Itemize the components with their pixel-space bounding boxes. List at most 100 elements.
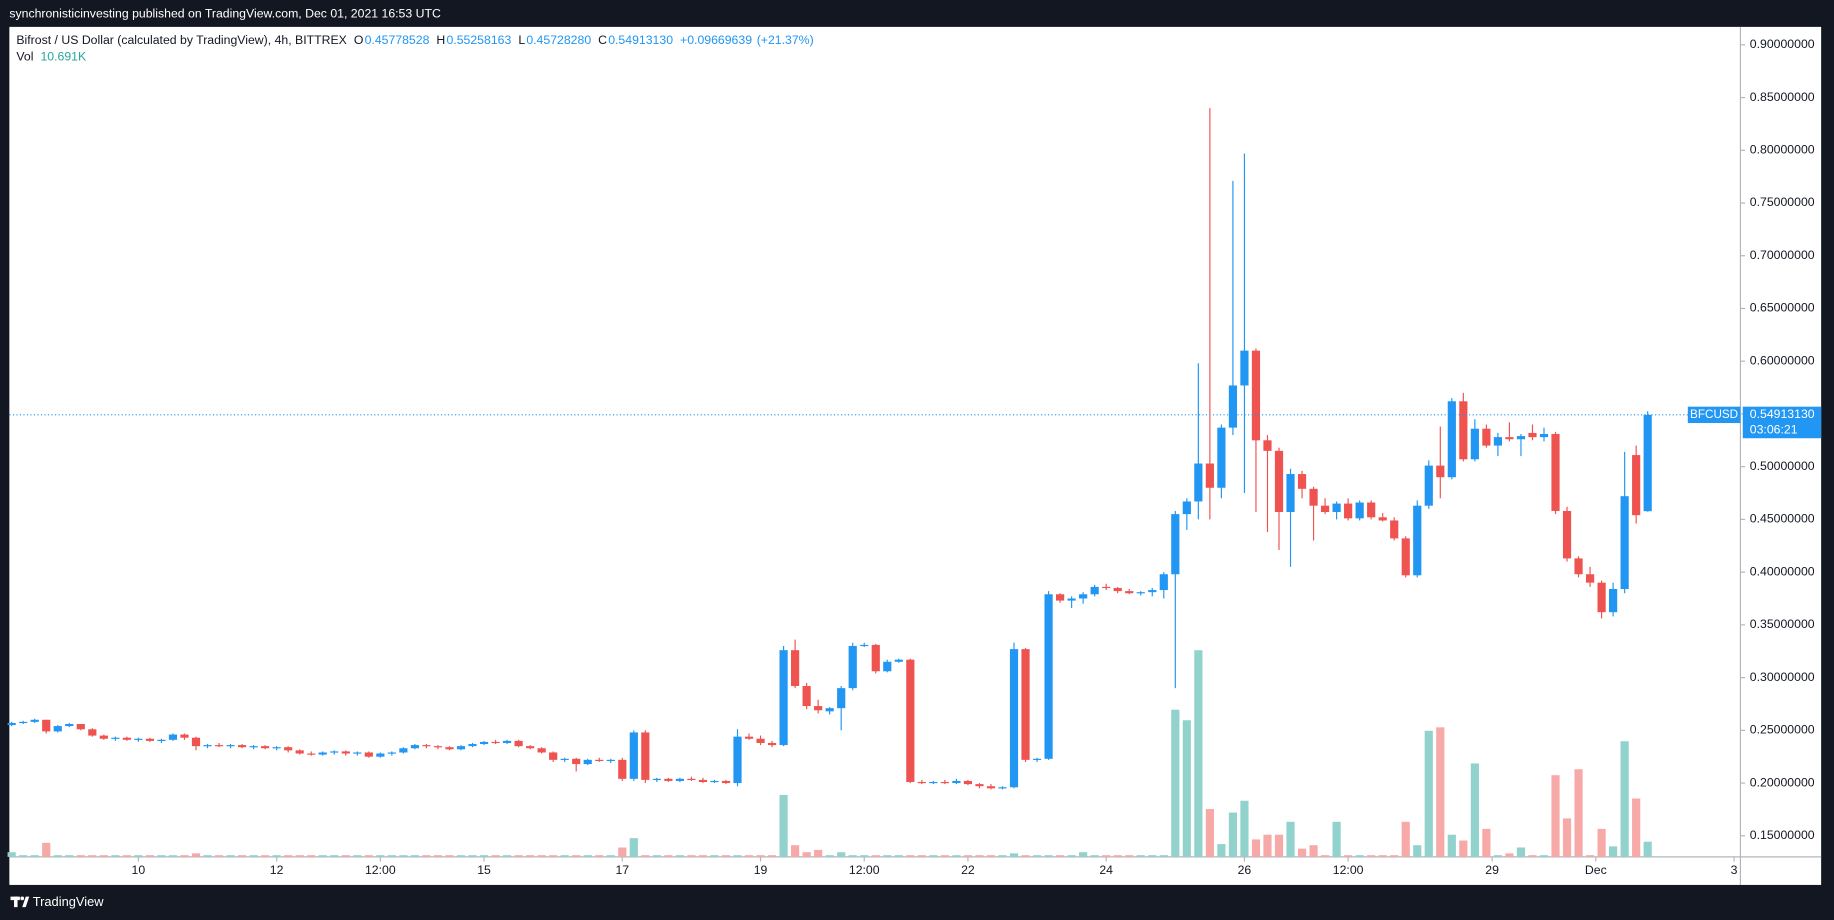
volume-bar [1620, 741, 1629, 857]
y-tick-label: 0.30000000 [1750, 670, 1815, 684]
volume-bar [433, 855, 443, 857]
candle-body [1632, 455, 1641, 516]
volume-bar [1044, 855, 1053, 857]
volume-bar [191, 853, 201, 857]
candle-body [1182, 501, 1191, 515]
candle-body [1240, 350, 1249, 386]
candle-body [537, 748, 546, 753]
volume-bar [825, 855, 834, 857]
price-tag-value: 0.54913130 [1750, 407, 1815, 421]
volume-bar [744, 855, 754, 857]
volume-bar [1597, 828, 1606, 857]
candle-body [952, 780, 961, 784]
candle-body [837, 688, 846, 709]
candle-body [641, 732, 650, 780]
volume-bar [629, 838, 638, 857]
candle-body [1643, 414, 1652, 512]
y-tick-label: 0.20000000 [1750, 775, 1815, 789]
y-tick-label: 0.40000000 [1750, 564, 1815, 578]
volume-bar [168, 855, 178, 857]
candle-body [111, 737, 120, 739]
legend-title: Bifrost / US Dollar (calculated by Tradi… [16, 33, 813, 47]
volume-bar [1032, 855, 1042, 857]
candle-body [295, 750, 304, 754]
candle-body [1516, 436, 1526, 440]
candle-body [549, 752, 558, 760]
candle-body [606, 759, 615, 762]
volume-bar [157, 855, 166, 857]
candle-body [756, 738, 765, 743]
publish-info: synchronisticinvesting published on Trad… [9, 6, 441, 20]
candle-body [1332, 503, 1341, 513]
volume-bar [1090, 855, 1099, 857]
candle-body [1574, 558, 1583, 575]
volume-bar [203, 855, 212, 857]
volume-bar [1217, 844, 1226, 857]
volume-bar [1159, 855, 1168, 857]
volume-bar [364, 855, 373, 857]
volume-bar [848, 855, 857, 857]
candle-body [1528, 432, 1537, 438]
x-tick-label: 12:00 [365, 863, 396, 877]
volume-bar [883, 855, 892, 857]
candle-body [456, 746, 466, 750]
volume-bar [595, 855, 604, 857]
candle-body [410, 745, 419, 749]
volume-bar [30, 855, 39, 857]
volume-bar [122, 855, 131, 857]
volume-bar [1309, 845, 1318, 857]
volume-bar [1021, 855, 1030, 857]
volume-bar [422, 855, 431, 857]
price-tag-countdown: 03:06:21 [1750, 422, 1798, 436]
candle-body [1274, 450, 1284, 513]
candle-body [1044, 594, 1053, 759]
candle-body [76, 723, 85, 730]
volume-bar [929, 855, 938, 857]
candle-body [1447, 401, 1456, 478]
candle-body [906, 659, 915, 782]
volume-bar [906, 855, 915, 857]
candle-body [1401, 538, 1410, 576]
volume-bar [871, 855, 880, 857]
volume-bar [1367, 855, 1376, 857]
ohlc-key: L [518, 33, 525, 47]
candle-body [526, 746, 535, 749]
volume-bar [721, 855, 731, 857]
volume-bar [560, 855, 569, 857]
volume-bar [837, 852, 846, 857]
volume-bar [237, 855, 247, 857]
volume-name: Vol [16, 50, 33, 64]
chart-area [9, 26, 1822, 885]
x-tick-label: 29 [1485, 863, 1499, 877]
volume-bar [1585, 855, 1595, 857]
candle-body [249, 746, 258, 748]
x-tick-label: 15 [477, 863, 491, 877]
candle-body [1355, 502, 1364, 519]
candle-body [19, 721, 28, 724]
volume-bar [1355, 855, 1364, 857]
candle-body [767, 742, 777, 746]
candle-body [272, 747, 281, 749]
volume-bar [802, 852, 811, 857]
volume-bar [318, 855, 327, 857]
candle-body [226, 745, 235, 747]
candle-body [1585, 574, 1595, 583]
candle-body [1205, 463, 1214, 488]
candle-body [330, 751, 339, 753]
volume-bar [1424, 730, 1433, 857]
candle-body [1136, 592, 1145, 594]
volume-bar [226, 855, 235, 857]
candle-body [307, 753, 316, 755]
volume-bar [687, 855, 696, 857]
candle-body [1309, 488, 1318, 506]
candle-body [422, 745, 431, 747]
volume-bar [1240, 800, 1249, 857]
y-tick-label: 0.90000000 [1750, 37, 1815, 51]
candle-body [940, 781, 949, 784]
candle-body [1424, 465, 1433, 506]
candle-body [145, 738, 155, 741]
volume-bar [284, 855, 293, 857]
candle-body [652, 778, 661, 781]
candle-body [1113, 587, 1122, 592]
candle-body [1251, 350, 1261, 441]
